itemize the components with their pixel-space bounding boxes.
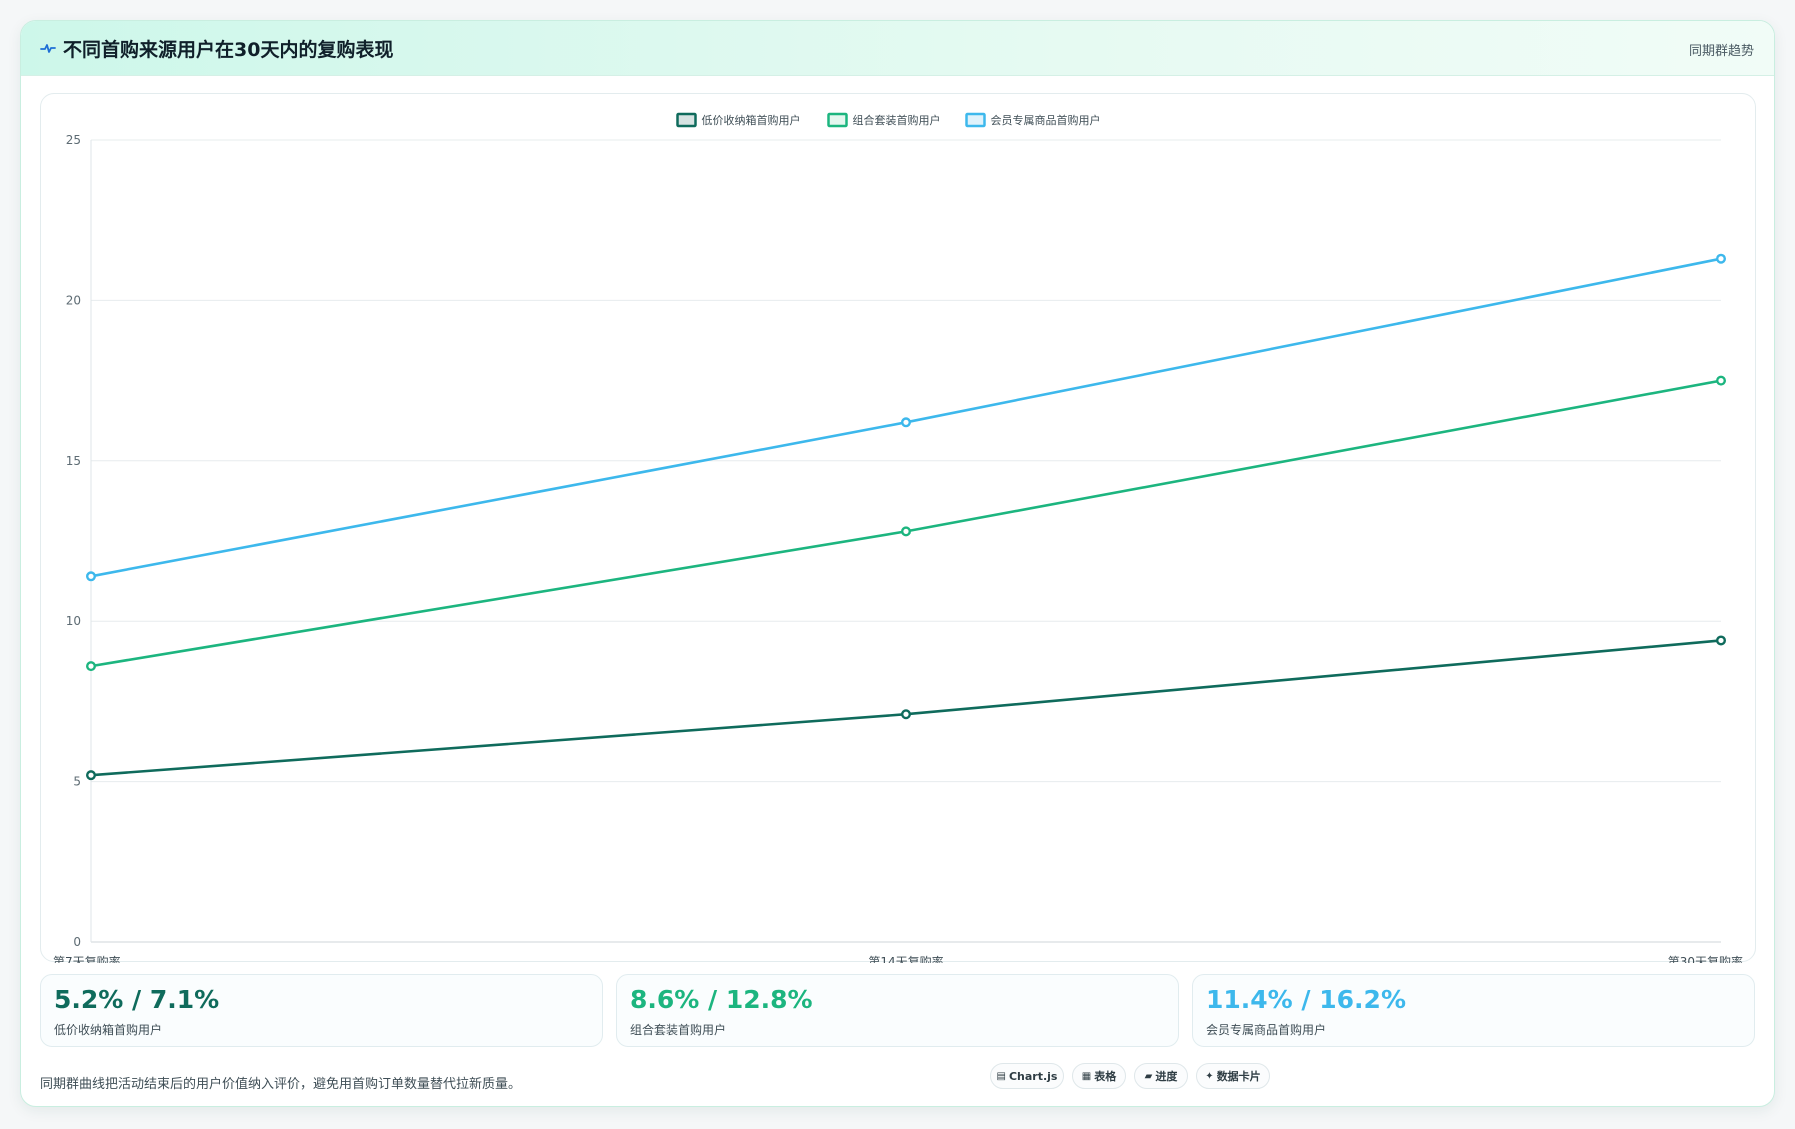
y-tick-label: 0 <box>73 935 81 949</box>
kpi-card-low-price: 5.2% / 7.1% 低价收纳箱首购用户 <box>40 974 603 1047</box>
chip-chartjs[interactable]: ▤ Chart.js <box>990 1063 1064 1089</box>
legend-label: 组合套装首购用户 <box>853 113 941 127</box>
data-point <box>86 571 97 582</box>
kpi-label: 低价收纳箱首购用户 <box>54 1023 163 1037</box>
data-point <box>86 661 97 672</box>
chip-progress[interactable]: ▰ 进度 <box>1134 1063 1188 1089</box>
chip-label: Chart.js <box>1008 1069 1058 1083</box>
legend-label: 会员专属商品首购用户 <box>991 113 1101 127</box>
y-tick-label: 10 <box>66 614 81 628</box>
y-tick-label: 25 <box>66 133 81 147</box>
chart-panel: 0 5 10 15 20 25 第7天复购率 第14天复购率 第30天复购率 低价收纳箱首购用户 组… <box>40 93 1756 963</box>
data-point <box>1715 253 1726 264</box>
chart-icon: ▤ <box>996 1070 1006 1082</box>
legend-swatch <box>965 112 986 128</box>
chip-data-card[interactable]: ✦ 数据卡片 <box>1196 1063 1270 1089</box>
data-point <box>1715 375 1726 386</box>
kpi-card-member: 11.4% / 16.2% 会员专属商品首购用户 <box>1192 974 1755 1047</box>
y-tick-label: 15 <box>66 454 81 468</box>
series-line <box>90 639 1722 777</box>
legend-label: 低价收纳箱首购用户 <box>702 113 801 127</box>
y-tick-label: 5 <box>73 775 81 789</box>
x-tick-label: 第30天复购率 <box>1668 954 1743 963</box>
kpi-card-bundle: 8.6% / 12.8% 组合套装首购用户 <box>616 974 1179 1047</box>
chip-label: 数据卡片 <box>1216 1070 1261 1083</box>
header-tag: 同期群趋势 <box>1688 44 1754 59</box>
x-tick-label: 第7天复购率 <box>53 954 121 963</box>
chip-label: 表格 <box>1094 1070 1117 1083</box>
card-icon: ✦ <box>1205 1070 1214 1082</box>
data-point <box>901 417 912 428</box>
cohort-card: 不同首购来源用户在30天内的复购表现 同期群趋势 0 5 10 15 20 25 第7天复购… <box>20 20 1775 1107</box>
page-title: 不同首购来源用户在30天内的复购表现 <box>63 39 394 61</box>
x-tick-label: 第14天复购率 <box>868 954 943 963</box>
kpi-label: 会员专属商品首购用户 <box>1206 1023 1327 1037</box>
data-point <box>1715 635 1726 646</box>
kpi-value: 11.4% / 16.2% <box>1206 985 1406 1014</box>
footnote: 同期群曲线把活动结束后的用户价值纳入评价，避免用首购订单数量替代拉新质量。 <box>40 1077 522 1092</box>
chip-table[interactable]: ▦ 表格 <box>1072 1063 1126 1089</box>
card-header: 不同首购来源用户在30天内的复购表现 同期群趋势 <box>21 21 1774 76</box>
data-point <box>901 709 912 720</box>
y-tick-label: 20 <box>66 293 81 307</box>
line-chart: 0 5 10 15 20 25 第7天复购率 第14天复购率 第30天复购率 低价收纳箱首购用户 组… <box>53 112 1743 963</box>
legend-swatch <box>827 112 848 128</box>
kpi-value: 5.2% / 7.1% <box>54 985 220 1014</box>
table-icon: ▦ <box>1081 1070 1092 1082</box>
kpi-label: 组合套装首购用户 <box>630 1023 727 1037</box>
kpi-value: 8.6% / 12.8% <box>630 985 813 1014</box>
legend-swatch <box>676 112 697 128</box>
data-point <box>86 770 97 781</box>
pulse-icon <box>40 44 56 53</box>
chip-label: 进度 <box>1155 1070 1178 1083</box>
data-point <box>901 526 912 537</box>
progress-icon: ▰ <box>1144 1070 1153 1082</box>
